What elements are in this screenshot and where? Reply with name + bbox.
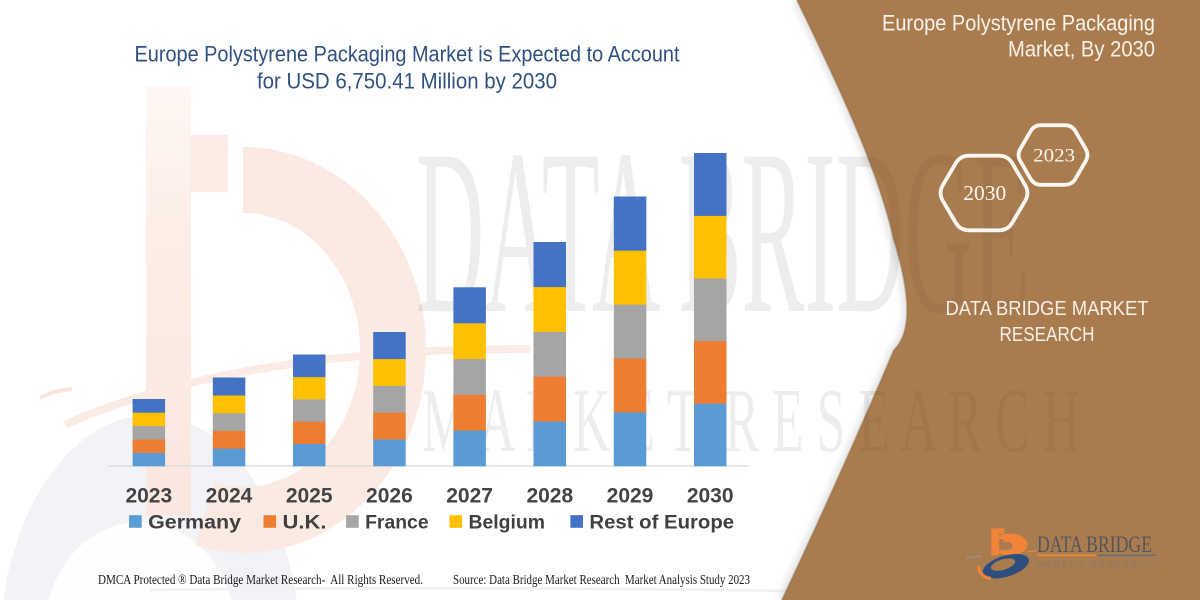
svg-text:2028: 2028 [526, 485, 573, 508]
svg-text:RESEARCH: RESEARCH [1000, 323, 1095, 346]
svg-text:Market, By 2030: Market, By 2030 [1008, 37, 1155, 62]
svg-text:for USD 6,750.41 Million by 20: for USD 6,750.41 Million by 2030 [257, 69, 557, 94]
svg-text:2024: 2024 [206, 485, 253, 508]
svg-text:Source: Data Bridge Market Res: Source: Data Bridge Market Research Mark… [453, 572, 750, 587]
svg-text:Germany: Germany [148, 512, 241, 533]
svg-text:DMCA Protected ® Data Bridge M: DMCA Protected ® Data Bridge Market Rese… [98, 572, 423, 587]
svg-text:DATA BRIDGE: DATA BRIDGE [1037, 532, 1152, 557]
svg-text:M A R K E T R E S E A R C H: M A R K E T R E S E A R C H [422, 370, 1080, 471]
svg-text:DATA BRIDGE MARKET: DATA BRIDGE MARKET [946, 297, 1149, 320]
svg-text:2026: 2026 [366, 485, 413, 508]
svg-text:2023: 2023 [125, 485, 172, 508]
svg-text:2030: 2030 [687, 485, 734, 508]
svg-text:2029: 2029 [607, 485, 654, 508]
svg-text:Belgium: Belgium [469, 512, 546, 533]
svg-text:Europe Polystyrene Packaging M: Europe Polystyrene Packaging Market is E… [135, 42, 680, 67]
svg-text:U.K.: U.K. [283, 512, 327, 533]
svg-text:Rest of Europe: Rest of Europe [589, 512, 734, 533]
svg-text:Europe Polystyrene Packaging: Europe Polystyrene Packaging [882, 11, 1155, 36]
svg-text:2023: 2023 [1033, 147, 1075, 167]
svg-text:2025: 2025 [286, 485, 333, 508]
svg-text:M A R K E T R E S E A R C H: M A R K E T R E S E A R C H [1037, 559, 1154, 568]
svg-text:France: France [365, 512, 429, 533]
svg-text:2027: 2027 [446, 485, 493, 508]
svg-text:2030: 2030 [963, 181, 1006, 205]
